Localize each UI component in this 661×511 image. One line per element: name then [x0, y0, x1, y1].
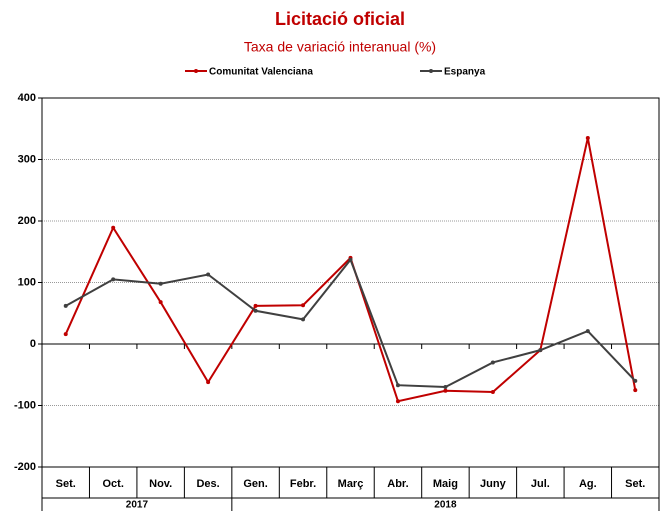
point	[206, 380, 211, 385]
point	[111, 225, 116, 230]
series-line	[65, 257, 636, 389]
x-tick-label: Abr.	[387, 478, 408, 490]
x-tick-label: Nov.	[149, 478, 172, 490]
y-tick-label: 0	[30, 338, 36, 350]
point	[63, 303, 68, 308]
chart-subtitle: Taxa de variació interanual (%)	[244, 39, 436, 55]
legend-label: Comunitat Valenciana	[209, 67, 313, 78]
group-label: 2017	[126, 500, 149, 511]
point	[490, 360, 495, 365]
series-line	[64, 137, 637, 403]
point	[253, 303, 258, 308]
point	[158, 281, 163, 286]
chart-title: Licitació oficial	[275, 9, 405, 29]
x-tick-label: Febr.	[290, 478, 316, 490]
legend-label: Espanya	[444, 67, 486, 78]
x-tick-label: Juny	[480, 478, 507, 490]
y-tick-label: 400	[18, 92, 36, 104]
point	[585, 135, 590, 140]
x-tick-label: Ag.	[579, 478, 597, 490]
y-tick-label: -200	[14, 461, 36, 473]
point	[158, 300, 163, 305]
point	[395, 383, 400, 388]
x-tick-label: Set.	[56, 478, 76, 490]
legend-marker	[194, 69, 198, 73]
y-tick-label: 100	[18, 276, 36, 288]
point	[301, 317, 306, 322]
point	[443, 388, 448, 393]
point	[63, 332, 68, 337]
point	[633, 378, 638, 383]
y-tick-label: 300	[18, 153, 36, 165]
point	[206, 272, 211, 277]
point	[301, 303, 306, 308]
point	[633, 388, 638, 393]
point	[348, 257, 353, 262]
y-tick-label: -100	[14, 399, 36, 411]
x-tick-label: Des.	[196, 478, 219, 490]
y-tick-label: 200	[18, 215, 36, 227]
point	[253, 308, 258, 313]
x-tick-label: Oct.	[102, 478, 123, 490]
point	[443, 385, 448, 390]
point	[111, 277, 116, 282]
point	[395, 399, 400, 404]
plot-border	[41, 97, 660, 468]
point	[490, 389, 495, 394]
point	[585, 329, 590, 334]
group-label: 2018	[434, 500, 457, 511]
x-tick-label: Maig	[433, 478, 458, 490]
point	[538, 348, 543, 353]
x-tick-label: Set.	[625, 478, 645, 490]
legend-marker	[429, 69, 433, 73]
x-tick-label: Març	[338, 478, 364, 490]
x-tick-label: Jul.	[531, 478, 550, 490]
x-tick-label: Gen.	[243, 478, 267, 490]
